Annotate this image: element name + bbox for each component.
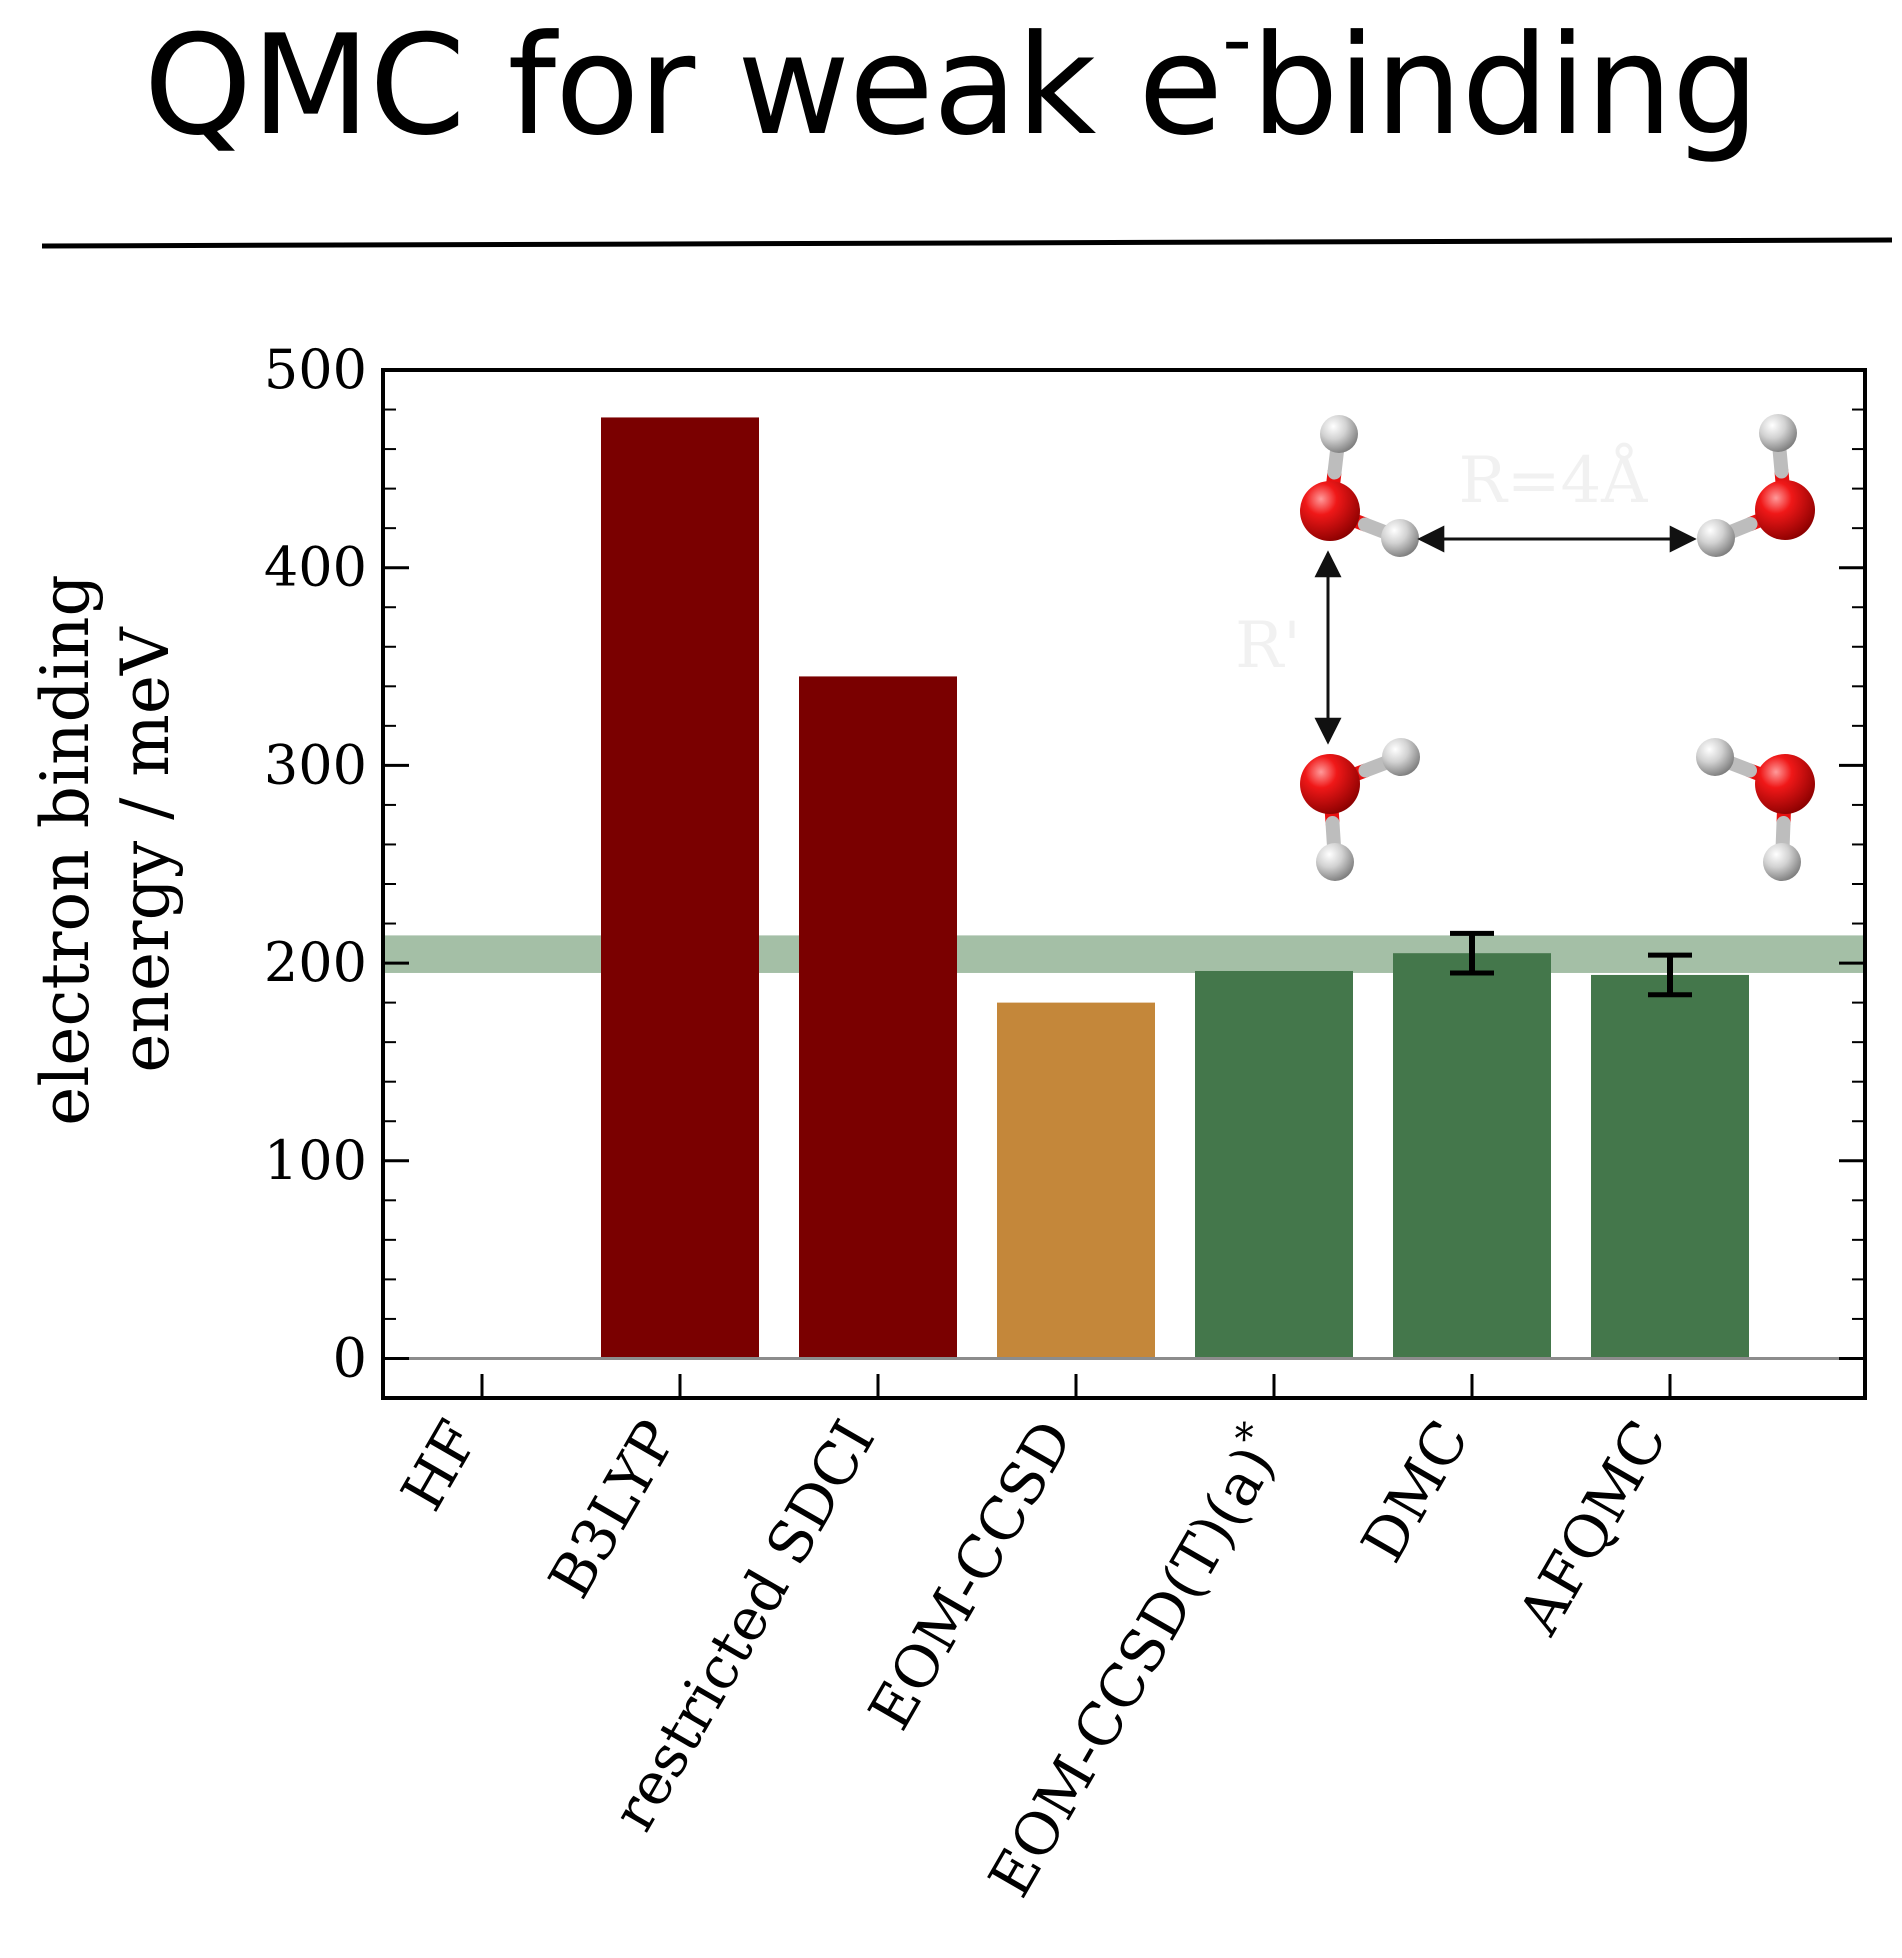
bar-restricted-sdci [799,676,957,1359]
hydrogen-atom-3a [1316,843,1354,881]
hydrogen-atom-2a [1759,414,1797,452]
y-axis-title-line2: energy / meV [107,626,184,1073]
bar-eom-ccsd-t-a [1195,970,1353,1359]
bar-eom-ccsd [997,1002,1155,1359]
title-suffix: binding [1251,4,1759,166]
oxygen-atom-3 [1300,754,1360,814]
y-tick-label: 0 [333,1326,367,1389]
hydrogen-atom-4b [1696,738,1734,776]
y-tick-label: 300 [264,733,367,796]
hydrogen-atom-4a [1763,843,1801,881]
hydrogen-atom-1a [1320,415,1358,453]
title-superscript: - [1222,0,1252,88]
hydrogen-atom-1b [1381,519,1419,557]
x-tick-label-dmc: DMC [1348,1409,1482,1573]
x-tick-label-b3lyp: B3LYP [535,1409,690,1609]
hydrogen-atom-3b [1382,738,1420,776]
x-tick-label-eom-ccsd: EOM-CCSD [855,1409,1086,1741]
title-prefix: QMC for weak e [143,4,1224,166]
y-axis-title-line1: electron binding [27,574,104,1125]
bar-dmc [1393,953,1551,1359]
oxygen-atom-4 [1755,754,1815,814]
error-bar-dmc [1450,930,1494,976]
x-tick-label-afqmc: AFQMC [1504,1409,1680,1646]
y-tick-label: 100 [264,1129,367,1192]
molecule-inset: R=4Å R' [1235,414,1815,881]
x-tick-label-suffix: * [1226,1415,1276,1455]
error-bar-afqmc [1648,952,1692,998]
y-tick-label: 200 [264,931,367,994]
y-tick-label: 400 [264,536,367,599]
bar-afqmc [1591,974,1749,1359]
x-tick-label-hf: HF [388,1409,492,1522]
inset-label-r: R=4Å [1459,443,1649,518]
hydrogen-atom-2b [1697,519,1735,557]
page-title: QMC for weak e- binding [0,0,1902,170]
bar-b3lyp [601,417,759,1359]
title-rule [41,237,1893,249]
y-tick-label: 500 [264,338,367,401]
oxygen-atom-1 [1300,481,1360,541]
oxygen-atom-2 [1755,480,1815,540]
inset-label-r-prime: R' [1235,609,1301,683]
